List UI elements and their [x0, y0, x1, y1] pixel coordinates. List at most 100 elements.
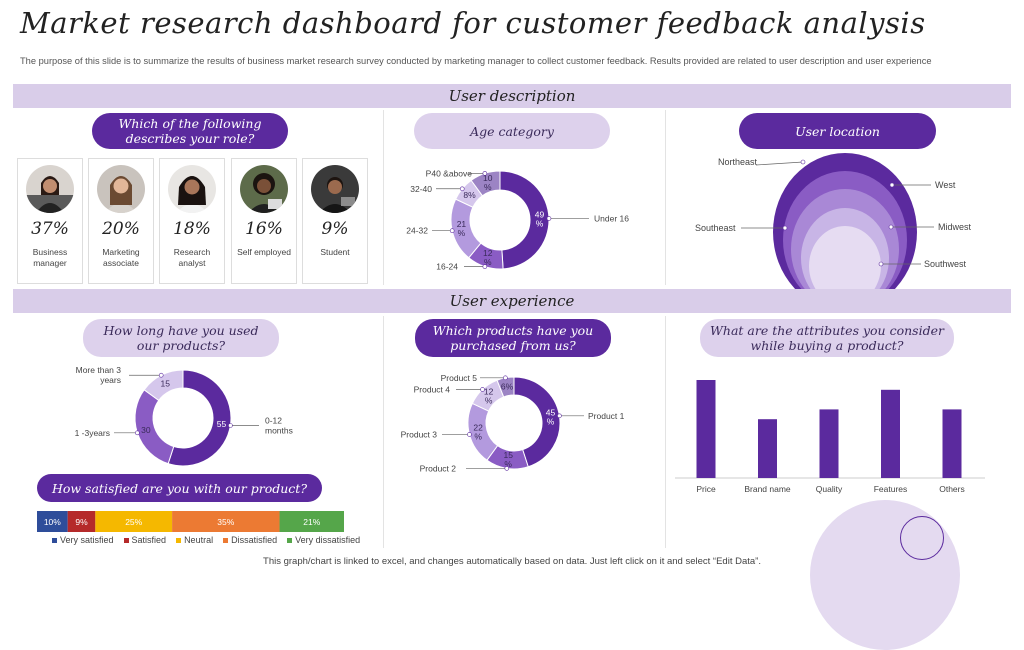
satisfaction-question: How satisfied are you with our product?	[37, 474, 322, 502]
leader-dot	[557, 413, 562, 419]
legend-item: Very satisfied	[52, 535, 114, 545]
avatar	[311, 165, 359, 213]
avatar	[168, 165, 216, 213]
section-user-description: User description	[13, 84, 1011, 108]
avatar	[97, 165, 145, 213]
page-subtitle: The purpose of this slide is to summariz…	[20, 56, 932, 66]
x-tick-label: Features	[874, 484, 908, 494]
stacked-segment	[95, 511, 173, 532]
bar	[819, 409, 839, 478]
divider	[383, 110, 384, 285]
legend-swatch	[223, 538, 229, 544]
avatar	[26, 165, 74, 213]
legend-label: Very dissatisfied	[295, 535, 361, 545]
slice-category-label: 0-12 months	[265, 416, 293, 436]
bar	[942, 409, 962, 478]
age-title: Age category	[414, 113, 610, 149]
location-chart: Northeast West Midwest Southeast Southwe…	[695, 153, 972, 289]
stacked-segment	[172, 511, 280, 532]
region-label: Southeast	[695, 223, 736, 233]
role-percent: 18%	[173, 219, 211, 239]
slice-category-label: Under 16	[594, 213, 629, 223]
legend-swatch	[52, 538, 57, 544]
region-label: Northeast	[718, 157, 758, 167]
leader-dot	[482, 264, 488, 269]
leader-dot	[449, 228, 455, 233]
leader-dot	[158, 372, 164, 378]
donut-slice	[499, 170, 550, 270]
decorative-ring	[900, 516, 944, 560]
divider	[383, 316, 384, 548]
legend-item: Dissatisfied	[223, 535, 277, 545]
slice-category-label: 1 -3years	[75, 428, 110, 438]
satisfaction-legend: Very satisfied Satisfied Neutral Dissatisfi…	[52, 535, 370, 545]
segment-value-label: 21%	[303, 517, 320, 527]
slice-value-label: 12%	[483, 248, 493, 267]
bar	[758, 419, 777, 478]
donut-slice	[167, 369, 232, 467]
donut-slice	[513, 376, 561, 468]
slice-category-label: 32-40	[410, 184, 432, 194]
x-tick-label: Quality	[816, 484, 843, 494]
role-question: Which of the following describes your ro…	[92, 113, 288, 149]
legend-swatch	[176, 538, 182, 544]
slice-value-label: 12%	[484, 387, 494, 406]
legend-label: Very satisfied	[60, 535, 114, 545]
usage-donut-chart: 55 0-12 months 30 1 -3years 15 More than 3 year…	[75, 365, 293, 467]
slice-category-label: Product 2	[420, 463, 457, 473]
slice-value-label: 22%	[473, 423, 483, 442]
donut-slice	[496, 376, 515, 398]
slice-value-label: 15	[161, 378, 171, 388]
slice-value-label: 6%	[501, 382, 514, 392]
bar	[696, 380, 716, 478]
role-label: Marketing associate	[102, 247, 140, 268]
segment-value-label: 35%	[217, 517, 234, 527]
donut-slice	[470, 170, 501, 197]
slice-category-label: Product 1	[588, 411, 625, 421]
legend-item: Very dissatisfied	[287, 535, 360, 545]
products-question: Which products have you purchased from u…	[415, 319, 611, 357]
footer-note: This graph/chart is linked to excel, and…	[263, 556, 761, 567]
role-label: Business manager	[32, 247, 68, 268]
slice-value-label: 49%	[535, 209, 545, 228]
role-label: Student	[320, 247, 350, 257]
avatar	[240, 165, 288, 213]
role-card: 16% Self employed	[231, 158, 297, 284]
x-tick-label: Others	[939, 484, 965, 494]
role-label: Self employed	[237, 247, 291, 257]
segment-value-label: 25%	[125, 517, 142, 527]
slice-value-label: 21%	[457, 219, 467, 238]
slice-value-label: 10%	[483, 173, 493, 192]
role-label: Research analyst	[173, 247, 211, 268]
region-label: West	[935, 180, 956, 190]
divider	[665, 110, 666, 285]
leader-dot	[503, 375, 508, 381]
legend-label: Neutral	[184, 535, 214, 545]
segment-value-label: 10%	[44, 517, 61, 527]
legend-swatch	[287, 538, 293, 544]
slice-value-label: 45%	[546, 408, 556, 427]
slice-value-label: 8%	[463, 190, 476, 200]
slice-category-label: 16-24	[436, 262, 458, 272]
leader-dot	[459, 186, 465, 192]
role-percent: 37%	[31, 219, 69, 239]
legend-swatch	[123, 538, 129, 544]
slice-category-label: P40 &above	[426, 168, 473, 178]
attributes-bar-chart: Price Brand name Quality Features Others	[675, 380, 985, 494]
slice-category-label: Product 4	[414, 384, 451, 394]
x-tick-label: Price	[696, 484, 716, 494]
leader-dot	[546, 216, 552, 221]
role-card: 9% Student	[302, 158, 368, 284]
slice-value-label: 30	[141, 425, 151, 435]
slice-category-label: Product 3	[401, 429, 438, 439]
role-card: 20% Marketing associate	[88, 158, 154, 284]
usage-question: How long have you used our products?	[83, 319, 279, 357]
satisfaction-bar-chart: 10% 9% 25% 35% 21%	[37, 511, 344, 532]
donut-slice	[143, 369, 184, 402]
role-card: 18% Research analyst	[159, 158, 225, 284]
slice-category-label: 24-32	[406, 226, 428, 236]
region-label: Southwest	[924, 259, 967, 269]
role-percent: 16%	[245, 219, 283, 239]
leader-dot	[504, 466, 510, 471]
stacked-segment	[279, 511, 344, 532]
